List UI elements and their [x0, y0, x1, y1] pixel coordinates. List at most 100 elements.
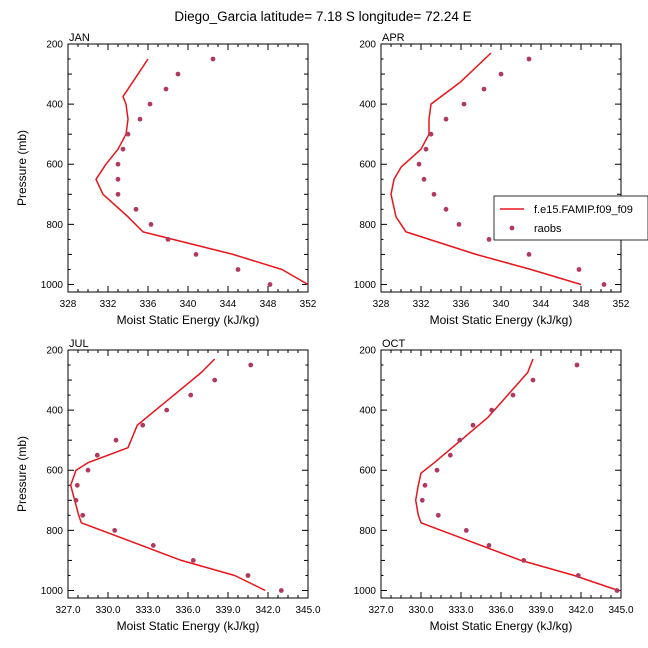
x-tick-label: 327.0	[55, 605, 80, 616]
x-axis-title: Moist Static Energy (kJ/kg)	[430, 619, 573, 633]
x-tick-label: 336.0	[175, 605, 200, 616]
x-tick-label: 333.0	[135, 605, 160, 616]
raobs-point	[175, 71, 181, 77]
raobs-point	[165, 237, 171, 242]
x-tick-label: 336	[140, 299, 157, 310]
model-profile-line	[69, 358, 266, 592]
raobs-point	[210, 56, 216, 62]
raobs-point	[94, 452, 100, 458]
panel-label: JUL	[69, 338, 89, 350]
x-axis-title: Moist Static Energy (kJ/kg)	[430, 313, 573, 327]
x-tick-label: 339.0	[528, 605, 553, 616]
raobs-point	[235, 267, 241, 272]
raobs-point	[140, 422, 146, 428]
y-tick-label: 800	[46, 526, 63, 537]
x-tick-label: 332	[100, 299, 117, 310]
raobs-point	[212, 377, 218, 383]
x-tick-label: 336	[453, 299, 470, 310]
y-tick-label: 600	[359, 466, 376, 477]
raobs-point	[115, 191, 121, 197]
x-tick-label: 344	[220, 299, 237, 310]
raobs-point	[498, 71, 504, 77]
raobs-point	[74, 482, 80, 488]
x-tick-label: 340	[493, 299, 510, 310]
raobs-point	[435, 512, 441, 518]
legend-model-label: f.e15.FAMIP.f09_f09	[534, 204, 633, 216]
raobs-point	[486, 543, 492, 548]
raobs-point	[431, 191, 437, 197]
raobs-point	[457, 437, 463, 443]
y-axis-title: Pressure (mb)	[15, 436, 29, 512]
raobs-point	[120, 146, 126, 152]
raobs-point	[278, 588, 284, 593]
raobs-point	[614, 588, 620, 593]
x-axis-title: Moist Static Energy (kJ/kg)	[117, 619, 260, 633]
raobs-point	[85, 467, 91, 473]
raobs-point	[526, 56, 532, 62]
y-tick-label: 400	[46, 100, 63, 111]
raobs-point	[150, 543, 156, 548]
x-tick-label: 328	[373, 299, 390, 310]
x-tick-label: 332	[413, 299, 430, 310]
model-profile-line	[95, 58, 309, 286]
raobs-point	[193, 252, 199, 257]
raobs-point	[245, 573, 251, 578]
raobs-point	[428, 131, 434, 137]
panel-label: JAN	[69, 32, 90, 44]
y-tick-label: 600	[46, 466, 63, 477]
x-tick-label: 344	[533, 299, 550, 310]
x-tick-label: 339.0	[215, 605, 240, 616]
raobs-point	[510, 392, 516, 398]
x-tick-label: 342.0	[255, 605, 280, 616]
raobs-point	[470, 422, 476, 428]
y-axis-title: Pressure (mb)	[15, 130, 29, 206]
raobs-point	[443, 116, 449, 122]
raobs-point	[164, 407, 170, 413]
raobs-point	[188, 392, 194, 398]
x-tick-label: 330.0	[408, 605, 433, 616]
x-tick-label: 342.0	[568, 605, 593, 616]
raobs-point	[137, 116, 143, 122]
x-tick-label: 333.0	[448, 605, 473, 616]
raobs-point	[115, 161, 121, 167]
y-tick-label: 400	[46, 406, 63, 417]
raobs-point	[447, 452, 453, 458]
legend-marker-swatch	[509, 225, 515, 231]
raobs-point	[416, 161, 422, 167]
raobs-point	[530, 377, 536, 383]
raobs-point	[461, 101, 467, 107]
panel-apr: APR 328 332 336 340 344 348 352 200 400 600 800 1000…	[354, 32, 630, 327]
x-tick-label: 348	[573, 299, 590, 310]
legend-obs-label: raobs	[534, 223, 562, 235]
y-tick-label: 200	[46, 40, 63, 51]
x-tick-label: 352	[300, 299, 317, 310]
x-tick-label: 327.0	[368, 605, 393, 616]
raobs-point	[486, 237, 492, 242]
raobs-point	[489, 407, 495, 413]
raobs-point	[526, 252, 532, 257]
x-tick-label: 336.0	[488, 605, 513, 616]
raobs-point	[576, 267, 582, 272]
raobs-point	[190, 558, 196, 563]
plot-frame	[380, 43, 622, 293]
plot-frame	[67, 349, 309, 599]
y-tick-label: 200	[359, 40, 376, 51]
raobs-point	[601, 282, 607, 287]
x-tick-label: 348	[260, 299, 277, 310]
raobs-point	[115, 176, 121, 182]
raobs-point	[125, 131, 131, 137]
raobs-point	[73, 497, 79, 503]
raobs-point	[112, 528, 118, 533]
y-tick-label: 1000	[354, 586, 377, 597]
panel-label: APR	[382, 32, 405, 44]
raobs-point	[163, 86, 169, 92]
raobs-point	[434, 467, 440, 473]
x-tick-label: 352	[613, 299, 630, 310]
x-tick-label: 330.0	[95, 605, 120, 616]
x-tick-label: 345.0	[608, 605, 633, 616]
raobs-point	[463, 528, 469, 533]
raobs-point	[419, 497, 425, 503]
raobs-point	[80, 512, 86, 518]
raobs-point	[575, 573, 581, 578]
